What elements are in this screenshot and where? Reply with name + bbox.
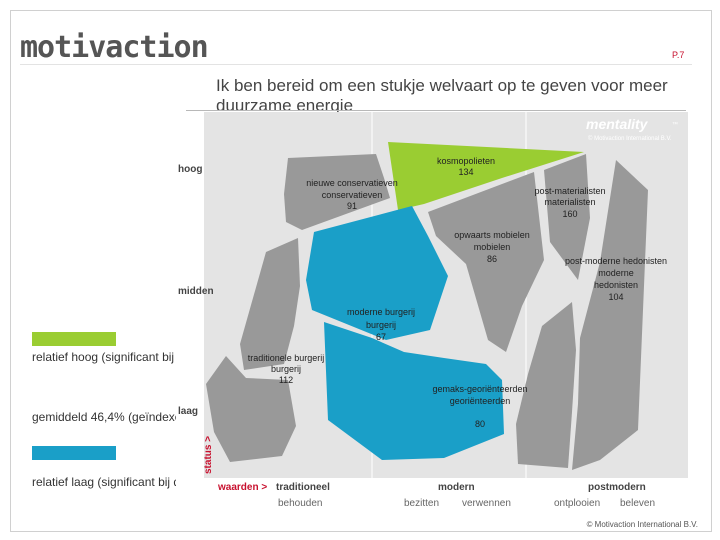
segment-traditionele-burgerij[interactable]: [240, 238, 300, 370]
label-moderne-burgerij-index: 67: [376, 332, 386, 342]
segment-extra-postmodern[interactable]: [516, 302, 576, 468]
value-sub-bezitten: bezitten: [404, 498, 439, 509]
value-group-traditioneel: traditioneel: [276, 482, 330, 493]
title-divider: [186, 110, 686, 111]
segment-opwaarts-mobielen[interactable]: [428, 172, 544, 352]
label-nieuwe-conservatieven: nieuwe conservatieven: [306, 178, 398, 188]
segment-nieuwe-conservatieven[interactable]: [284, 154, 390, 230]
mentality-map: kosmopolieten 134 post-materialisten 160…: [176, 112, 688, 523]
svg-text:conservatieven: conservatieven: [322, 190, 383, 200]
map-values-axis-band: [176, 478, 688, 518]
label-gemaksgeorienteerden-index: 80: [475, 419, 485, 429]
mentality-trademark: ™: [672, 121, 678, 128]
footer-copyright: © Motivaction International B.V.: [586, 520, 698, 529]
legend-label-low: relatief laag (significant bij α = .05): [32, 475, 215, 489]
segment-kosmopolieten[interactable]: [388, 142, 584, 210]
value-sub-verwennen: verwennen: [462, 498, 511, 509]
segment-postmoderne-hedonisten[interactable]: [572, 160, 648, 470]
label-moderne-burgerij: moderne burgerij: [347, 307, 415, 317]
segment-extra-traditional[interactable]: [206, 356, 296, 462]
svg-text:mobielen: mobielen: [474, 242, 511, 252]
legend-swatch-high: [32, 332, 116, 346]
svg-text:hedonisten: hedonisten: [594, 280, 638, 290]
value-sub-beleven: beleven: [620, 498, 655, 509]
svg-text:materialisten: materialisten: [544, 197, 595, 207]
header-divider: [20, 64, 692, 65]
label-kosmopolieten-index: 134: [458, 167, 473, 177]
value-group-postmodern: postmodern: [588, 482, 646, 493]
label-postmoderne-hedonisten-index: 104: [608, 292, 623, 302]
label-gemaksgeorienteerden: gemaks-georiënteerden: [432, 384, 527, 394]
status-axis-title: status >: [203, 436, 214, 474]
label-postmoderne-hedonisten: post-moderne hedonisten: [565, 256, 667, 266]
label-traditionele-burgerij-index: 112: [279, 375, 293, 385]
label-postmaterialisten: post-materialisten: [534, 186, 605, 196]
mentality-brand: mentality: [586, 116, 649, 132]
mentality-copyright: © Motivaction International B.V.: [588, 135, 672, 142]
segment-gemaksgeorienteerden[interactable]: [324, 322, 504, 460]
svg-text:moderne: moderne: [598, 268, 634, 278]
segment-labels: kosmopolieten 134 post-materialisten 160…: [248, 156, 667, 429]
label-opwaarts-mobielen-index: 86: [487, 254, 497, 264]
label-opwaarts-mobielen: opwaarts mobielen: [454, 230, 530, 240]
page-number: P.7: [672, 50, 685, 60]
label-postmaterialisten-index: 160: [562, 209, 577, 219]
label-traditionele-burgerij: traditionele burgerij: [248, 353, 325, 363]
status-level-low: laag: [178, 406, 198, 417]
segment-moderne-burgerij[interactable]: [306, 206, 448, 340]
value-group-modern: modern: [438, 482, 475, 493]
motivaction-logo: motivaction: [20, 30, 209, 65]
legend-swatch-low: [32, 446, 116, 460]
legend-label-high: relatief hoog (significant bij α = .05): [32, 350, 219, 364]
status-level-high: hoog: [178, 164, 202, 175]
label-nieuwe-conservatieven-index: 91: [347, 201, 357, 211]
value-sub-ontplooien: ontplooien: [554, 498, 600, 509]
svg-text:burgerij: burgerij: [271, 364, 301, 374]
value-sub-behouden: behouden: [278, 498, 323, 509]
svg-text:georiënteerden: georiënteerden: [450, 396, 511, 406]
label-kosmopolieten: kosmopolieten: [437, 156, 495, 166]
svg-text:burgerij: burgerij: [366, 320, 396, 330]
values-axis-title: waarden >: [217, 482, 267, 493]
segment-postmaterialisten[interactable]: [544, 154, 590, 280]
segment-label-continuations: materialisten moderne hedonisten mobiele…: [271, 190, 638, 406]
status-level-middle: midden: [178, 286, 214, 297]
map-status-axis-band: [176, 112, 204, 518]
